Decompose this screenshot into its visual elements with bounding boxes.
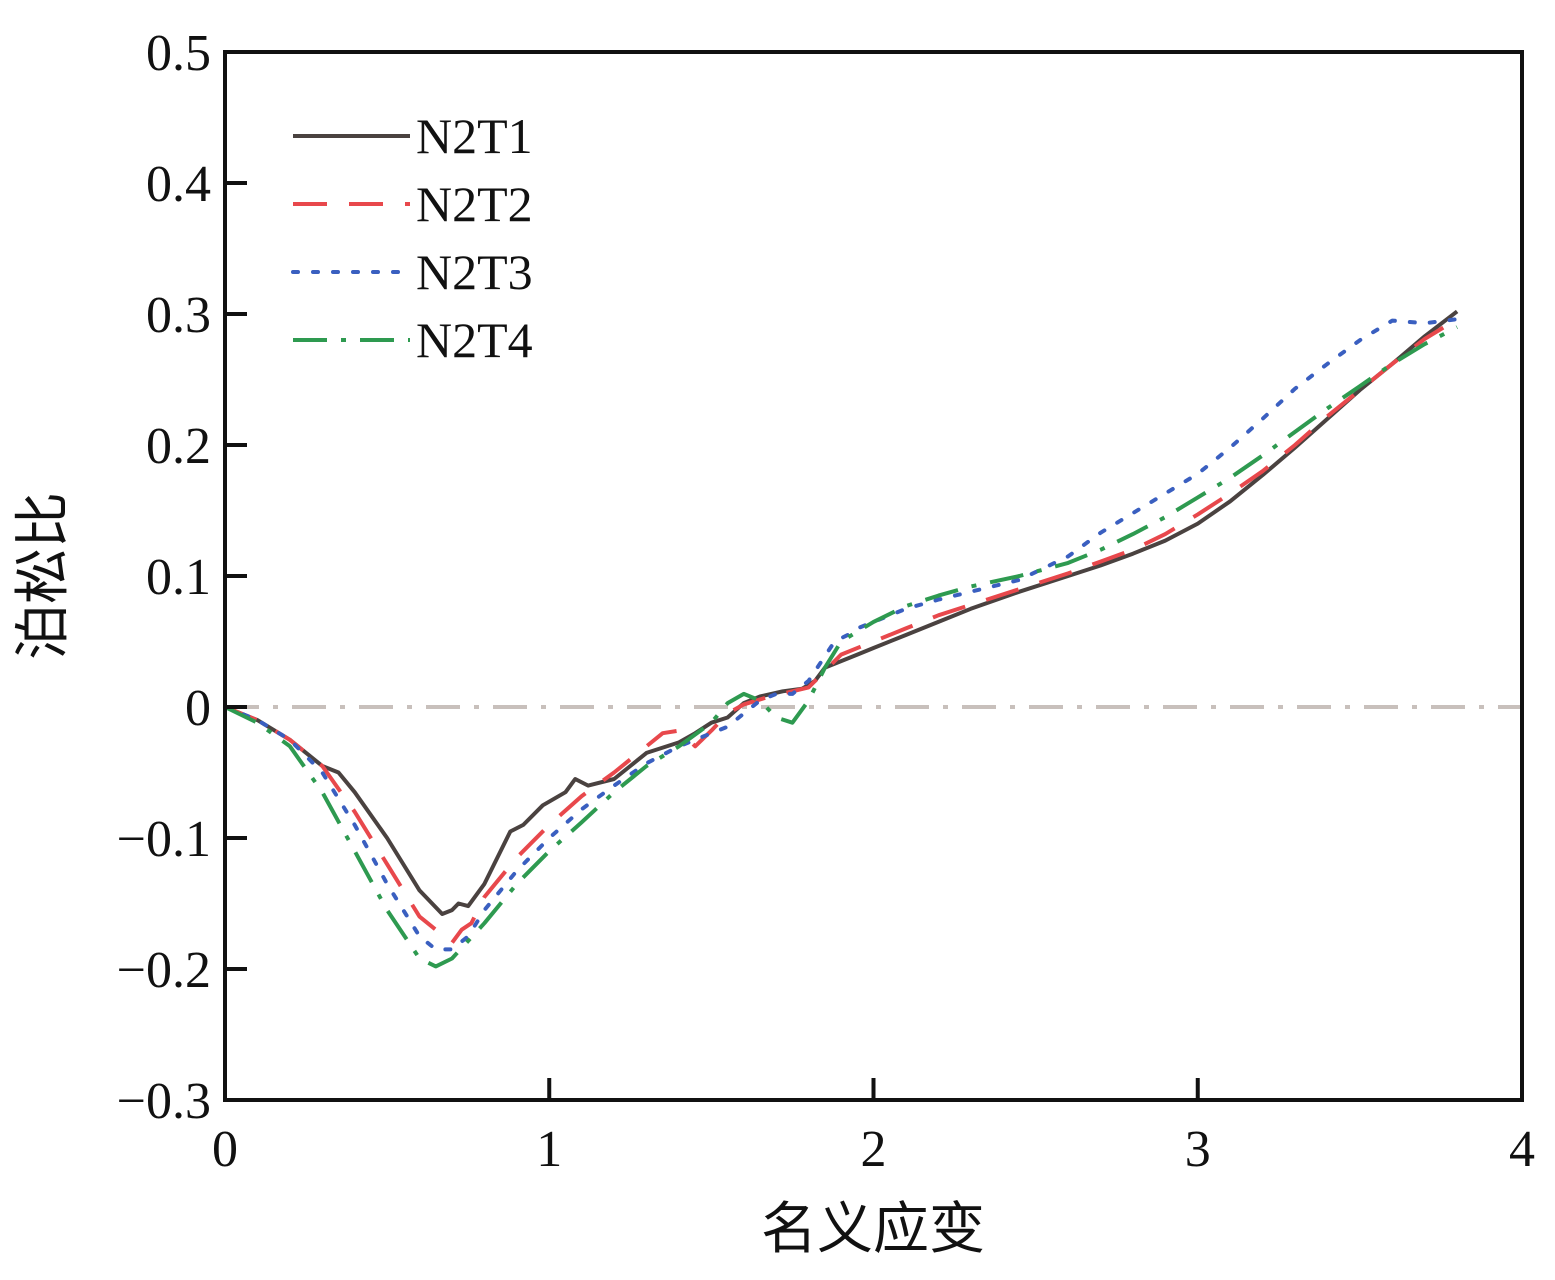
y-tick-label: 0.5 (146, 25, 211, 82)
series-line-n2t1 (224, 309, 1459, 916)
y-tick-label: 0.3 (146, 287, 211, 344)
y-tick-label: −0.3 (117, 1073, 211, 1130)
x-tick-label: 2 (861, 1121, 887, 1178)
y-tick-label: 0.4 (146, 156, 211, 213)
x-tick-label: 0 (212, 1121, 238, 1178)
x-tick-label: 3 (1185, 1121, 1211, 1178)
y-tick-label: −0.2 (117, 942, 211, 999)
y-tick-label: 0.2 (146, 418, 211, 475)
x-axis-title: 名义应变 (761, 1199, 985, 1261)
series-line-n2t4 (224, 325, 1459, 969)
y-axis-title: 泊松比 (13, 492, 75, 660)
tick-layer: 0 1 2 3 4 −0.3 −0.2 −0.1 0 0.1 0.2 0.3 0.4 0.5 (117, 25, 1535, 1178)
y-tick-label: −0.1 (117, 811, 211, 868)
y-tick-label: 0 (185, 680, 211, 737)
x-tick-label: 1 (536, 1121, 562, 1178)
legend-label-n2t4: N2T4 (416, 312, 533, 368)
series-line-n2t3 (223, 317, 1460, 952)
series-line-n2t2 (224, 317, 1459, 945)
y-tick-label: 0.1 (146, 549, 211, 606)
legend: N2T1 N2T2 N2T3 N2T4 (291, 108, 533, 368)
legend-label-n2t3: N2T3 (416, 244, 533, 300)
legend-label-n2t1: N2T1 (416, 108, 533, 164)
x-tick-label: 4 (1509, 1121, 1535, 1178)
legend-label-n2t2: N2T2 (416, 176, 533, 232)
series-layer (223, 309, 1460, 969)
